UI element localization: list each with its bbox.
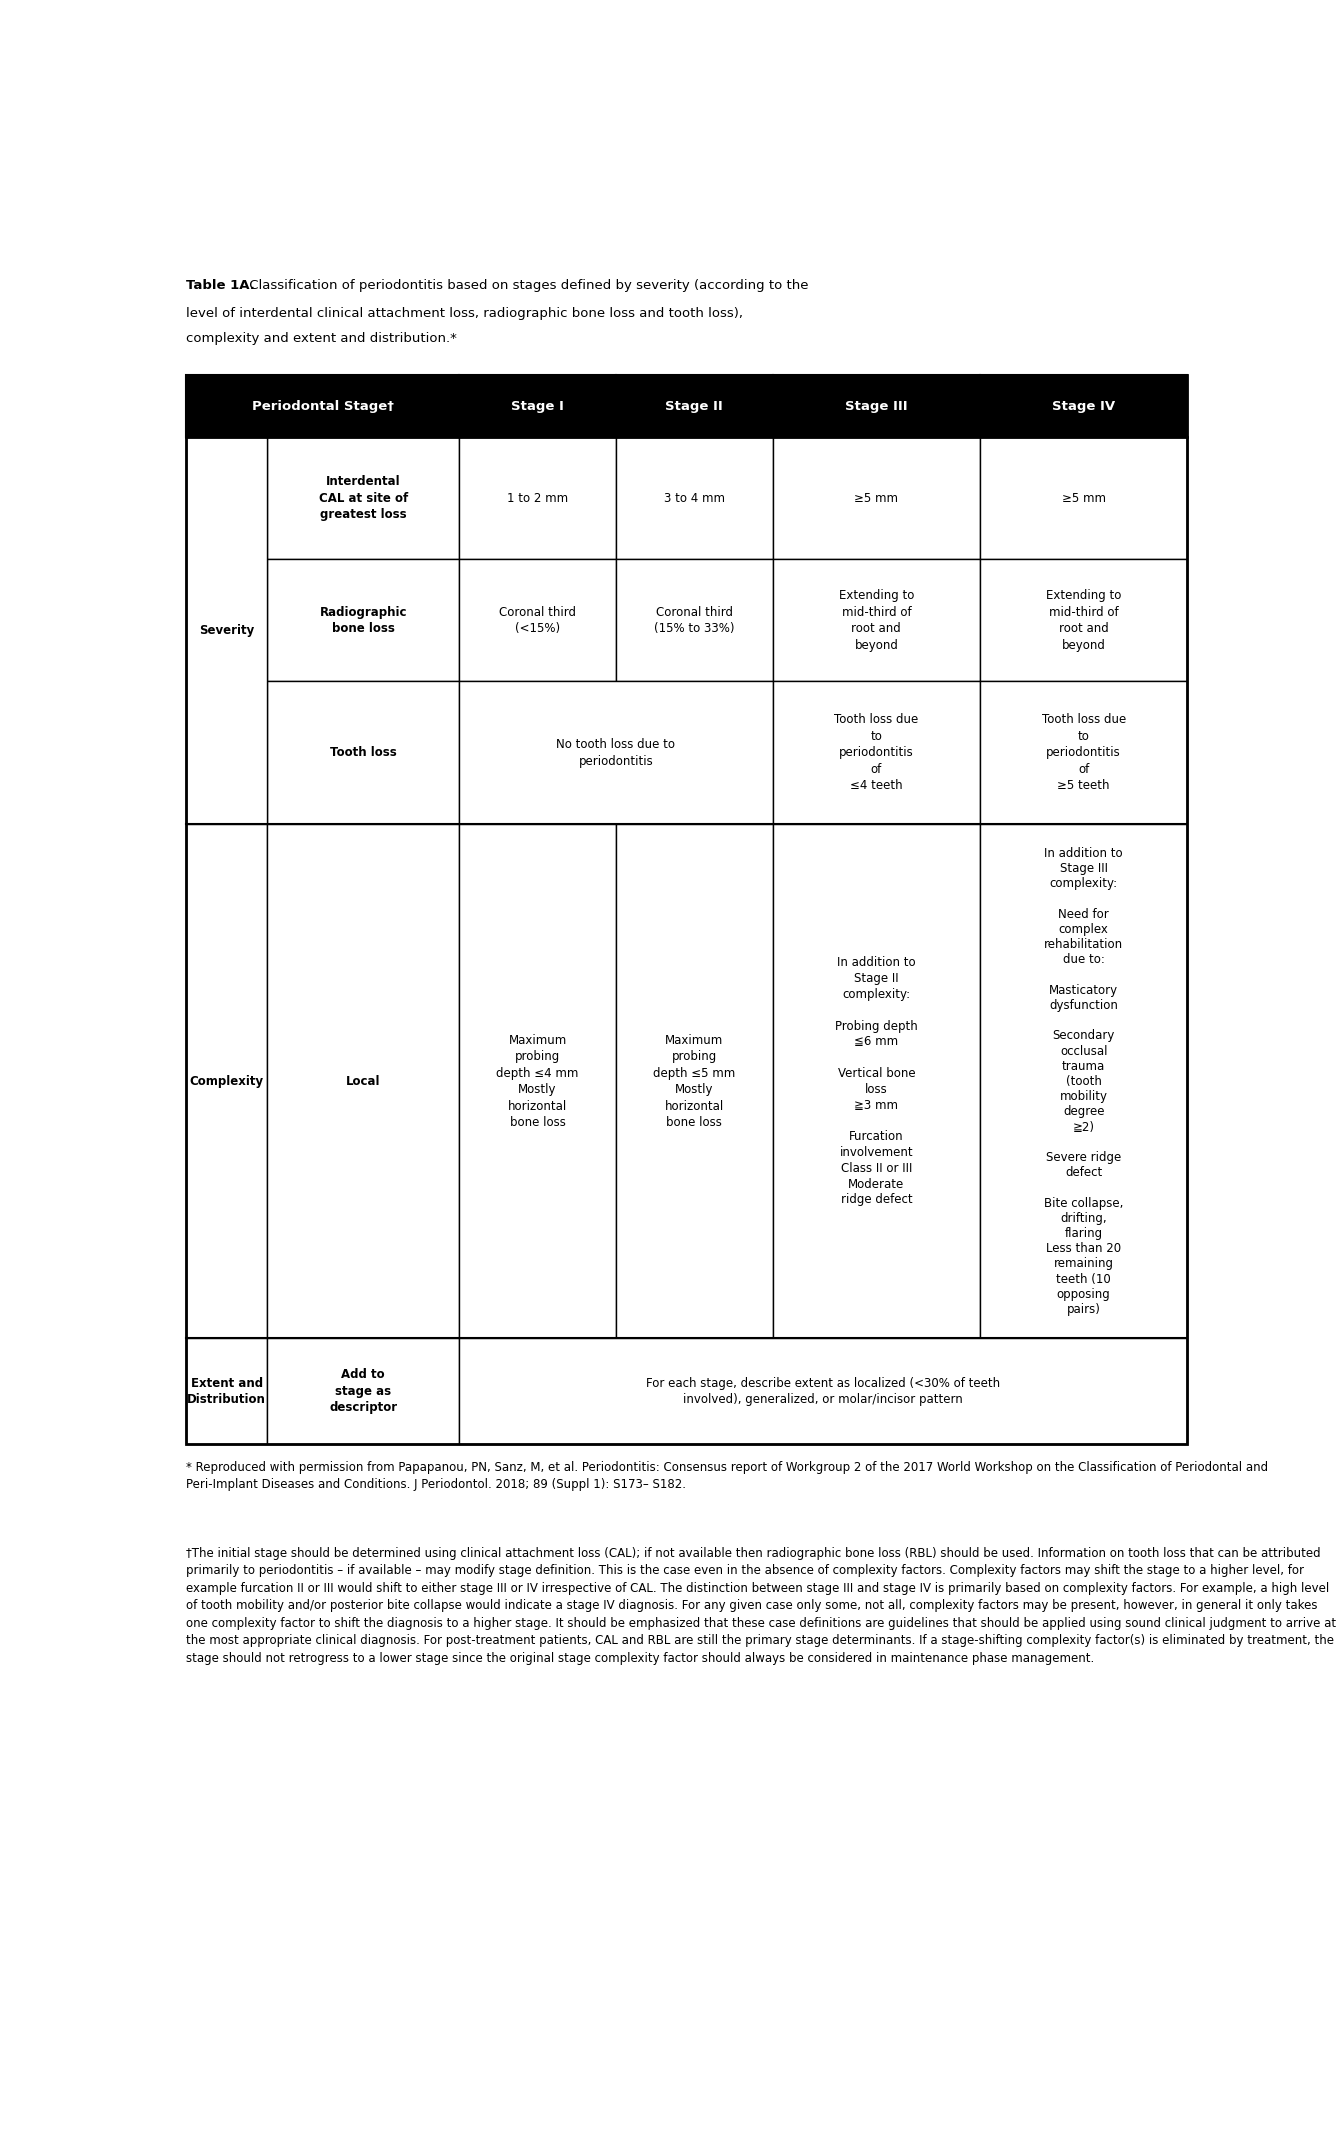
Text: Add to
stage as
descriptor: Add to stage as descriptor [330, 1368, 397, 1415]
Text: 3 to 4 mm: 3 to 4 mm [663, 492, 725, 504]
Bar [773, 682, 980, 825]
Text: complexity and extent and distribution.*: complexity and extent and distribution.* [186, 331, 457, 346]
Bar [460, 374, 616, 438]
Bar [980, 374, 1187, 438]
Bar [773, 374, 980, 438]
Text: level of interdental clinical attachment loss, radiographic bone loss and tooth : level of interdental clinical attachment… [186, 308, 744, 321]
Text: Stage I: Stage I [511, 400, 564, 412]
Text: Maximum
probing
depth ≤4 mm
Mostly
horizontal
bone loss: Maximum probing depth ≤4 mm Mostly horiz… [496, 1034, 579, 1128]
Bar [773, 560, 980, 682]
Text: Local: Local [346, 1075, 381, 1088]
Bar [616, 374, 773, 438]
Bar [616, 560, 773, 682]
Bar [186, 374, 1187, 1445]
Bar [460, 825, 616, 1338]
Bar [460, 560, 616, 682]
Text: Complexity: Complexity [189, 1075, 264, 1088]
Text: Tooth loss due
to
periodontitis
of
≤4 teeth: Tooth loss due to periodontitis of ≤4 te… [835, 714, 918, 793]
Bar [980, 438, 1187, 560]
Text: In addition to
Stage III
complexity:

Need for
complex
rehabilitation
due to:

M: In addition to Stage III complexity: Nee… [1044, 846, 1123, 1316]
Text: Periodontal Stage†: Periodontal Stage† [252, 400, 394, 412]
Bar [460, 682, 773, 825]
Text: Coronal third
(15% to 33%): Coronal third (15% to 33%) [654, 605, 734, 635]
Text: Stage IV: Stage IV [1052, 400, 1115, 412]
Bar [267, 682, 460, 825]
Text: Radiographic
bone loss: Radiographic bone loss [319, 605, 407, 635]
Bar [616, 438, 773, 560]
Bar [980, 825, 1187, 1338]
Text: Classification of periodontitis based on stages defined by severity (according t: Classification of periodontitis based on… [245, 280, 808, 293]
Text: Extending to
mid-third of
root and
beyond: Extending to mid-third of root and beyon… [839, 590, 914, 652]
Text: Severity: Severity [200, 624, 255, 637]
Bar [460, 1338, 1187, 1445]
Bar [267, 1338, 460, 1445]
Bar [186, 1338, 267, 1445]
Text: Maximum
probing
depth ≤5 mm
Mostly
horizontal
bone loss: Maximum probing depth ≤5 mm Mostly horiz… [653, 1034, 736, 1128]
Text: †The initial stage should be determined using clinical attachment loss (CAL); if: †The initial stage should be determined … [186, 1547, 1336, 1665]
Bar [773, 438, 980, 560]
Text: Tooth loss due
to
periodontitis
of
≥5 teeth: Tooth loss due to periodontitis of ≥5 te… [1041, 714, 1126, 793]
Text: In addition to
Stage II
complexity:

Probing depth
≦6 mm

Vertical bone
loss
≧3 : In addition to Stage II complexity: Prob… [835, 957, 918, 1207]
Text: Stage II: Stage II [666, 400, 724, 412]
Bar [460, 438, 616, 560]
Bar [773, 825, 980, 1338]
Text: * Reproduced with permission from Papapanou, PN, Sanz, M, et al. Periodontitis: : * Reproduced with permission from Papapa… [186, 1462, 1269, 1492]
Bar [980, 682, 1187, 825]
Bar [980, 560, 1187, 682]
Text: Interdental
CAL at site of
greatest loss: Interdental CAL at site of greatest loss [319, 474, 407, 521]
Text: 1 to 2 mm: 1 to 2 mm [507, 492, 568, 504]
Text: ≥5 mm: ≥5 mm [855, 492, 898, 504]
Text: Coronal third
(<15%): Coronal third (<15%) [498, 605, 576, 635]
Bar [186, 438, 267, 825]
Text: For each stage, describe extent as localized (<30% of teeth
involved), generaliz: For each stage, describe extent as local… [646, 1376, 1001, 1406]
Bar [186, 374, 460, 438]
Bar [267, 560, 460, 682]
Bar [267, 438, 460, 560]
Text: Extending to
mid-third of
root and
beyond: Extending to mid-third of root and beyon… [1047, 590, 1122, 652]
Bar [186, 825, 267, 1338]
Text: Extent and
Distribution: Extent and Distribution [188, 1376, 267, 1406]
Text: No tooth loss due to
periodontitis: No tooth loss due to periodontitis [556, 737, 675, 767]
Text: ≥5 mm: ≥5 mm [1061, 492, 1105, 504]
Text: Tooth loss: Tooth loss [330, 746, 397, 759]
Text: Stage III: Stage III [846, 400, 907, 412]
Bar [267, 825, 460, 1338]
Text: Table 1A.: Table 1A. [186, 280, 255, 293]
Bar [616, 825, 773, 1338]
